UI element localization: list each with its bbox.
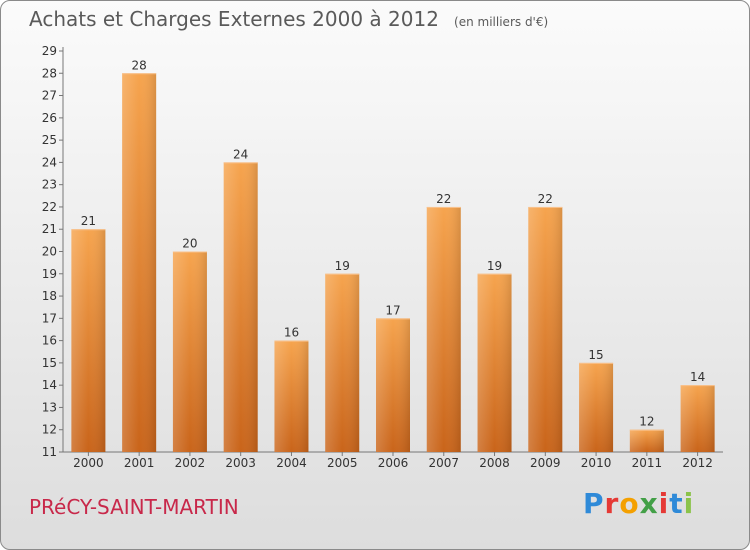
bar-shade-2002 [172, 251, 207, 452]
y-tick-label: 15 [42, 356, 57, 370]
data-label: 17 [385, 303, 400, 317]
data-label: 24 [233, 147, 248, 161]
bar-shade-2008 [477, 273, 512, 452]
y-tick-label: 13 [42, 400, 57, 414]
x-tick-label: 2000 [73, 456, 104, 470]
brand-letter: P [583, 487, 605, 520]
y-tick-label: 20 [42, 245, 57, 259]
commune-name: PRéCY-SAINT-MARTIN [29, 495, 239, 519]
x-tick-label: 2001 [124, 456, 155, 470]
proxiti-logo: Proxiti [583, 487, 694, 520]
data-label: 19 [487, 259, 502, 273]
x-tick-label: 2012 [682, 456, 713, 470]
bar-shade-2009 [528, 206, 563, 452]
brand-letter: x [639, 487, 659, 520]
data-label: 28 [132, 58, 147, 72]
y-tick-label: 18 [42, 289, 57, 303]
y-tick-label: 27 [42, 89, 57, 103]
data-label: 14 [690, 370, 705, 384]
y-tick-label: 25 [42, 133, 57, 147]
bar-shade-2003 [223, 162, 258, 452]
bar-shade-2000 [71, 229, 106, 452]
brand-letter: t [669, 487, 684, 520]
x-tick-label: 2007 [428, 456, 459, 470]
x-tick-label: 2010 [581, 456, 612, 470]
brand-letter: o [619, 487, 640, 520]
y-tick-label: 23 [42, 178, 57, 192]
x-tick-label: 2004 [276, 456, 307, 470]
data-label: 12 [639, 415, 654, 429]
x-tick-label: 2009 [530, 456, 561, 470]
data-label: 15 [588, 348, 603, 362]
y-tick-label: 24 [42, 155, 57, 169]
x-tick-label: 2005 [327, 456, 358, 470]
x-tick-label: 2011 [632, 456, 663, 470]
brand-letter: r [604, 487, 620, 520]
y-tick-label: 14 [42, 378, 57, 392]
chart-title: Achats et Charges Externes 2000 à 2012 (… [29, 7, 548, 31]
data-label: 19 [335, 259, 350, 273]
brand-letter: i [683, 487, 695, 520]
brand-letter: i [658, 487, 670, 520]
y-tick-label: 22 [42, 200, 57, 214]
data-label: 20 [182, 237, 197, 251]
y-tick-label: 29 [42, 44, 57, 58]
bar-shade-2004 [274, 340, 309, 452]
bar-shade-2006 [376, 318, 410, 452]
y-tick-label: 28 [42, 66, 57, 80]
bar-shade-2012 [680, 385, 715, 452]
y-tick-label: 26 [42, 111, 57, 125]
y-tick-label: 16 [42, 334, 57, 348]
x-tick-label: 2006 [378, 456, 409, 470]
y-tick-label: 17 [42, 311, 57, 325]
x-tick-label: 2002 [175, 456, 206, 470]
data-label: 16 [284, 326, 299, 340]
data-label: 22 [436, 192, 451, 206]
chart-title-unit: (en milliers d'€) [454, 15, 549, 29]
bar-shade-2011 [629, 429, 664, 452]
x-tick-label: 2008 [479, 456, 510, 470]
y-tick-label: 11 [42, 445, 57, 459]
bar-shade-2010 [579, 362, 614, 452]
y-tick-label: 12 [42, 423, 57, 437]
x-tick-label: 2003 [225, 456, 256, 470]
chart-title-main: Achats et Charges Externes 2000 à 2012 [29, 7, 439, 31]
y-tick-label: 19 [42, 267, 57, 281]
bar-shade-2007 [426, 206, 461, 452]
data-label: 22 [538, 192, 553, 206]
bar-shade-2001 [122, 73, 157, 453]
data-label: 21 [81, 214, 96, 228]
y-tick-label: 21 [42, 222, 57, 236]
bar-shade-2005 [325, 273, 360, 452]
